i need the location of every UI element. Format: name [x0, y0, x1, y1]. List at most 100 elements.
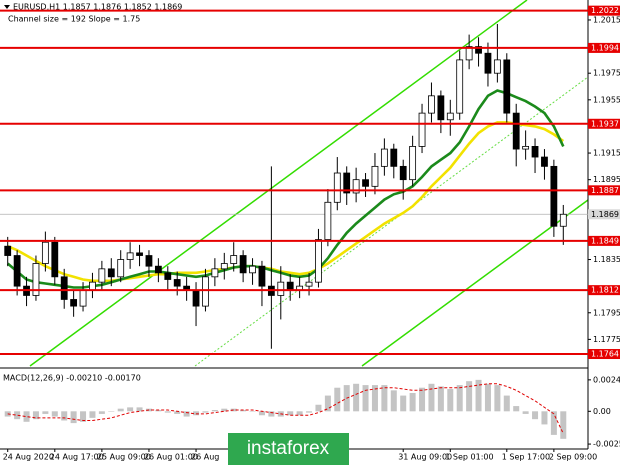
macd-bar — [503, 395, 510, 412]
candle-body — [475, 46, 482, 54]
macd-bar — [532, 411, 539, 420]
macd-bar — [193, 411, 200, 416]
macd-bar — [32, 411, 39, 420]
y-tick-label: 1.1775 — [593, 335, 620, 344]
level-label: 1.1937 — [591, 119, 619, 128]
macd-bar — [390, 390, 397, 412]
macd-bar — [23, 411, 30, 422]
macd-bar — [174, 411, 181, 414]
candle-body — [89, 281, 96, 291]
candle-body — [60, 276, 68, 300]
channel-upper — [29, 0, 528, 367]
candle-body — [154, 265, 162, 274]
macd-bar — [466, 381, 473, 412]
macd-signal — [7, 383, 564, 434]
candle-body — [456, 59, 464, 114]
candle-body — [446, 112, 454, 121]
candle-body — [249, 265, 256, 274]
macd-bar — [400, 395, 407, 412]
macd-bar — [155, 410, 162, 412]
macd-bar — [117, 408, 124, 412]
macd-bar — [362, 385, 369, 412]
y-tick-label: 1.2015 — [593, 15, 620, 24]
macd-bar — [550, 411, 557, 435]
candle-body — [277, 281, 285, 296]
macd-bar — [353, 383, 360, 412]
level-label-box — [588, 349, 620, 360]
macd-bar — [381, 385, 388, 412]
macd-y-tick-label: 0.00 — [593, 407, 611, 416]
last-price-label: 1.1869 — [591, 210, 619, 219]
candle-body — [418, 112, 426, 147]
y-tick-label: 1.1835 — [593, 255, 620, 264]
symbol-icon — [4, 5, 10, 9]
candle-body — [559, 213, 567, 227]
candle-body — [484, 52, 492, 74]
candle-body — [324, 201, 332, 240]
candle-body — [13, 255, 21, 287]
x-tick-label: 1 Sep 17:00 — [502, 453, 550, 462]
candle-body — [258, 265, 266, 287]
level-label: 1.1849 — [591, 236, 619, 245]
macd-bar — [202, 411, 209, 413]
macd-bar — [51, 411, 58, 417]
y-tick-label: 1.1975 — [593, 69, 620, 78]
macd-bar — [14, 411, 21, 420]
macd-bar — [371, 385, 378, 412]
candle-body — [70, 299, 78, 307]
macd-bar — [409, 392, 416, 412]
candle-body — [230, 255, 238, 264]
x-tick-label: 31 Aug 09:00 — [398, 453, 452, 462]
macd-bar — [249, 411, 256, 412]
macd-bar — [494, 385, 501, 412]
candle-body — [362, 179, 369, 187]
candle-body — [371, 165, 379, 187]
macd-bar — [447, 389, 454, 412]
macd-bar — [475, 379, 482, 412]
x-tick-label: 24 Aug 17:00 — [50, 453, 104, 462]
candle-body — [51, 241, 59, 278]
macd-bar — [240, 410, 247, 412]
macd-bar — [108, 411, 115, 412]
watermark-box — [228, 433, 349, 465]
level-label: 1.2022 — [591, 6, 619, 15]
level-label: 1.1887 — [591, 186, 619, 195]
candle-body — [503, 59, 511, 114]
level-label-box — [588, 118, 620, 129]
candle-body — [465, 46, 473, 61]
macd-bar — [315, 404, 322, 412]
candle-body — [380, 148, 388, 167]
candle-body — [145, 255, 153, 267]
level-label-box — [588, 185, 620, 196]
candle-body — [4, 245, 12, 256]
macd-bar — [419, 387, 426, 412]
macd-bar — [428, 383, 435, 412]
y-tick-label: 1.1955 — [593, 95, 620, 104]
candle-body — [399, 165, 407, 181]
macd-bar — [437, 386, 444, 412]
candle-body — [239, 255, 247, 274]
watermark: instaforex — [247, 438, 330, 459]
candle-body — [343, 172, 351, 194]
candle-body — [202, 276, 209, 307]
macd-bar — [287, 411, 294, 416]
candle-body — [117, 259, 125, 278]
macd-y-tick-label: 0.0024 — [593, 375, 620, 384]
level-label: 1.1994 — [591, 43, 619, 52]
candle-body — [390, 148, 398, 167]
level-label: 1.1764 — [591, 350, 619, 359]
candle-body — [541, 156, 548, 167]
candle-body — [315, 239, 322, 283]
macd-bar — [98, 411, 105, 414]
macd-bar — [268, 411, 275, 417]
candle-body — [550, 165, 558, 227]
candle-body — [79, 289, 87, 307]
macd-bar — [230, 408, 237, 412]
y-tick-label: 1.1915 — [593, 149, 620, 158]
candle-body — [41, 241, 49, 264]
macd-bar — [296, 411, 303, 416]
macd-bar — [522, 411, 529, 414]
macd-bar — [80, 411, 87, 422]
macd-bar — [513, 406, 520, 412]
level-label-box — [588, 235, 620, 246]
